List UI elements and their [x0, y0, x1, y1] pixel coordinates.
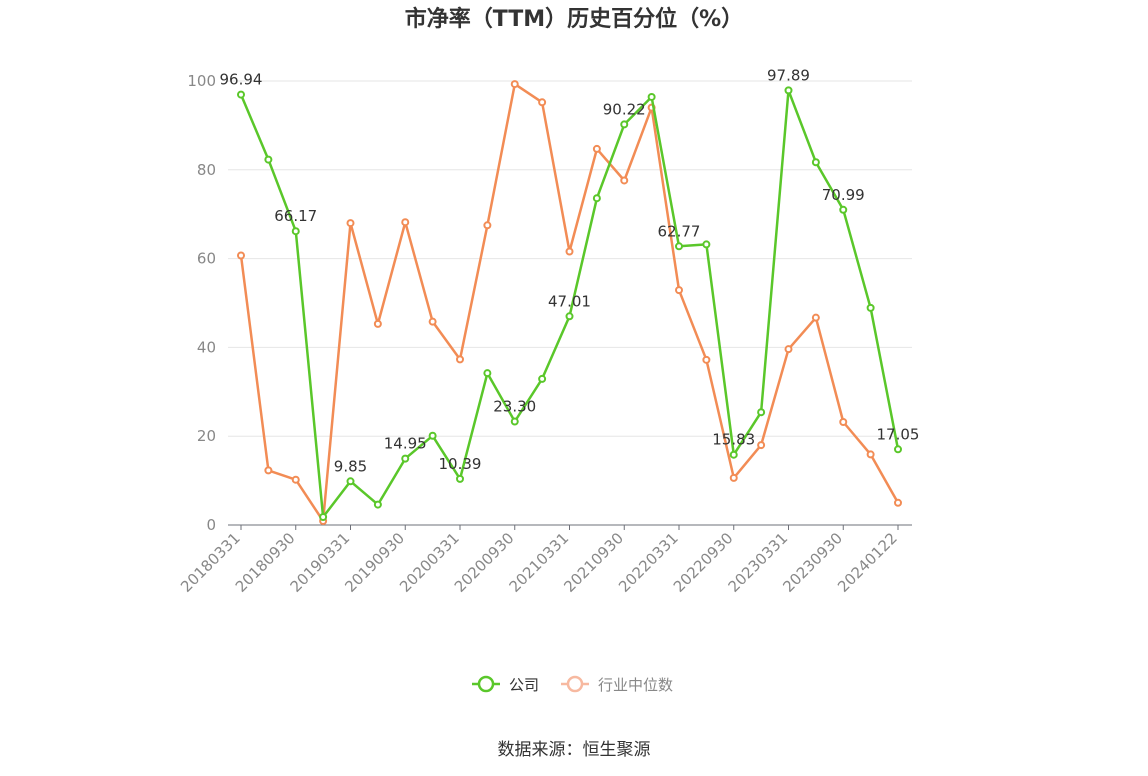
data-label: 96.94 — [220, 71, 263, 89]
data-label: 14.95 — [384, 435, 427, 453]
y-axis: 0 20 40 60 80 100 — [187, 72, 216, 534]
data-point — [401, 454, 410, 463]
data-point — [839, 417, 848, 426]
data-point — [264, 155, 273, 164]
data-point — [675, 286, 683, 295]
data-point — [483, 221, 492, 230]
legend-marker — [477, 675, 495, 693]
data-point — [647, 92, 656, 101]
data-point — [565, 247, 574, 256]
data-point — [428, 317, 437, 326]
data-point — [483, 369, 492, 378]
data-point — [373, 319, 382, 328]
data-point — [839, 205, 848, 214]
y-tick-label: 100 — [187, 72, 216, 90]
data-point — [291, 475, 300, 484]
data-point — [894, 498, 902, 507]
data-label: 15.83 — [712, 431, 755, 449]
legend-label: 行业中位数 — [598, 676, 673, 694]
data-label: 62.77 — [658, 222, 701, 240]
x-axis: 2018033120180930201903312019093020200331… — [177, 524, 912, 596]
data-label: 66.17 — [274, 207, 317, 225]
data-point — [346, 219, 355, 228]
data-point — [456, 474, 464, 483]
data-point — [291, 227, 300, 236]
source-note: 数据来源：恒生聚源 — [498, 740, 651, 760]
data-point — [319, 513, 328, 522]
data-point — [538, 374, 547, 383]
data-label: 9.85 — [334, 457, 367, 475]
data-label: 23.30 — [493, 398, 536, 416]
data-point — [237, 251, 245, 260]
y-tick-label: 40 — [197, 338, 216, 356]
data-point — [510, 417, 519, 426]
data-point — [702, 355, 711, 364]
data-point — [675, 242, 683, 251]
data-label: 17.05 — [877, 425, 920, 443]
data-point — [866, 450, 875, 459]
y-tick-label: 0 — [206, 516, 216, 534]
data-point — [729, 473, 738, 482]
data-label: 90.22 — [603, 100, 646, 118]
data-point — [757, 408, 766, 417]
grid — [228, 80, 912, 437]
data-label: 10.39 — [439, 455, 482, 473]
data-label: 70.99 — [822, 186, 865, 204]
data-point — [702, 240, 711, 249]
data-point — [811, 158, 820, 167]
data-point — [866, 303, 875, 312]
data-point — [620, 120, 629, 129]
data-point — [237, 90, 245, 99]
data-point — [264, 466, 273, 475]
legend-label: 公司 — [509, 676, 539, 694]
data-point — [729, 450, 738, 459]
data-labels: 96.94 66.17 9.85 14.95 10.39 23.30 47.01 90.22 6… — [220, 66, 920, 475]
data-point — [894, 445, 902, 454]
data-point — [456, 355, 464, 364]
series-group — [237, 80, 902, 526]
data-point — [784, 86, 793, 95]
data-point — [428, 431, 437, 440]
data-point — [757, 441, 766, 450]
chart-title: 市净率（TTM）历史百分位（%） — [405, 6, 743, 32]
y-tick-label: 20 — [197, 427, 216, 445]
data-point — [811, 313, 820, 322]
y-tick-label: 60 — [197, 250, 216, 268]
data-point — [565, 312, 574, 321]
data-point — [592, 194, 601, 203]
data-point — [620, 176, 629, 185]
x-tick-label: 20240122 — [834, 529, 901, 596]
data-label: 97.89 — [767, 66, 810, 84]
y-tick-label: 80 — [197, 161, 216, 179]
data-point — [401, 218, 410, 227]
data-label: 47.01 — [548, 292, 591, 310]
legend-item-1[interactable]: 行业中位数 — [561, 675, 673, 694]
series-0 — [237, 86, 902, 522]
data-point — [784, 345, 793, 354]
legend[interactable]: 公司 行业中位数 — [472, 675, 673, 694]
data-point — [538, 98, 547, 107]
data-point — [346, 477, 355, 486]
legend-marker — [566, 675, 584, 693]
data-point — [592, 144, 601, 153]
data-point — [510, 80, 519, 89]
legend-item-0[interactable]: 公司 — [472, 675, 539, 694]
data-point — [373, 500, 382, 509]
